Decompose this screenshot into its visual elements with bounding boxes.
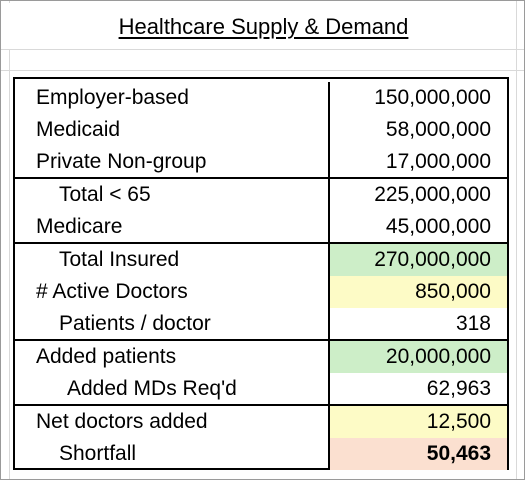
row-label: Medicaid [36, 118, 121, 141]
data-table: Employer-based 150,000,000 Medicaid 58,0… [13, 77, 509, 470]
row-label: Employer-based [36, 86, 189, 109]
row-value: 318 [328, 308, 507, 340]
row-label: Patients / doctor [59, 312, 211, 335]
row-label: Medicare [36, 215, 123, 238]
sheet-title: Healthcare Supply & Demand [118, 14, 409, 39]
table-row[interactable]: Added patients 20,000,000 [15, 341, 507, 373]
row-label: Shortfall [59, 442, 137, 465]
row-label: # Active Doctors [36, 280, 188, 303]
row-label: Total Insured [59, 248, 180, 271]
grid-line [516, 1, 517, 479]
table-row[interactable]: Shortfall 50,463 [15, 438, 507, 470]
row-value: 45,000,000 [328, 211, 507, 243]
row-label: Added MDs Req'd [67, 377, 237, 400]
row-value: 150,000,000 [328, 82, 507, 114]
table-row[interactable]: Total < 65 225,000,000 [15, 179, 507, 211]
table-row[interactable]: Private Non-group 17,000,000 [15, 146, 507, 178]
grid-line [1, 70, 524, 71]
table-row[interactable]: Added MDs Req'd 62,963 [15, 373, 507, 405]
table-row[interactable]: Employer-based 150,000,000 [15, 82, 507, 114]
row-label: Net doctors added [36, 410, 208, 433]
row-value: 17,000,000 [328, 146, 507, 178]
row-value: 50,463 [328, 438, 507, 470]
title-cell[interactable] [9, 3, 516, 49]
row-label: Added patients [36, 345, 177, 368]
row-value: 20,000,000 [328, 341, 507, 373]
row-value: 225,000,000 [328, 179, 507, 211]
table-row[interactable]: Patients / doctor 318 [15, 308, 507, 340]
table-row[interactable]: # Active Doctors 850,000 [15, 276, 507, 308]
table-row[interactable]: Medicaid 58,000,000 [15, 114, 507, 146]
row-value: 58,000,000 [328, 114, 507, 146]
row-value: 12,500 [328, 406, 507, 438]
grid-line [1, 49, 524, 50]
row-label: Private Non-group [36, 150, 207, 173]
grid-line [9, 1, 10, 479]
row-label: Total < 65 [59, 183, 151, 206]
section-divider [15, 242, 507, 244]
row-value: 62,963 [328, 373, 507, 405]
table-row[interactable]: Total Insured 270,000,000 [15, 244, 507, 276]
table-row[interactable]: Net doctors added 12,500 [15, 406, 507, 438]
section-divider [15, 404, 507, 406]
row-value: 850,000 [328, 276, 507, 308]
section-divider [15, 177, 507, 179]
section-divider [15, 339, 507, 341]
table-row[interactable]: Medicare 45,000,000 [15, 211, 507, 243]
row-value: 270,000,000 [328, 244, 507, 276]
